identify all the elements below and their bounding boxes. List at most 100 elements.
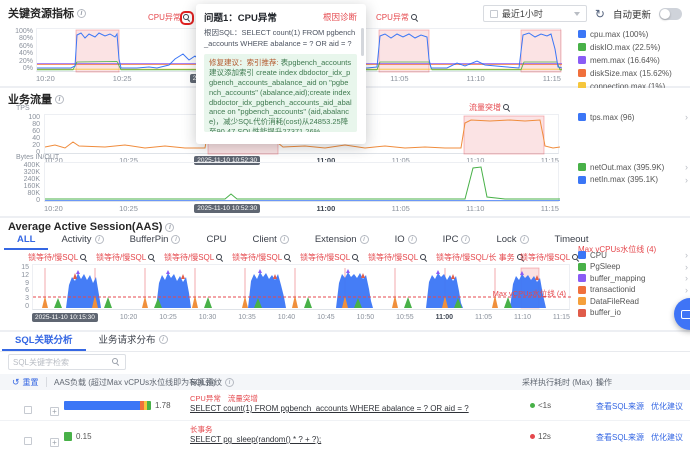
sql-fingerprint-link[interactable]: SELECT count(1) FROM pgbench_accounts WH… <box>190 404 469 413</box>
legend-item[interactable]: mem.max (16.64%) <box>578 55 688 66</box>
column-duration[interactable]: 采样执行耗时 (Max) <box>522 374 602 390</box>
expand-row-icon[interactable] <box>50 438 59 447</box>
chevron-right-icon[interactable] <box>685 273 688 283</box>
tab-cpu[interactable]: CPU <box>193 234 239 250</box>
anomaly-label[interactable]: 锁等待/慢SQL <box>300 252 360 263</box>
tab-label: Activity <box>61 234 92 245</box>
anomaly-text: CPU异常 <box>148 13 181 22</box>
row-checkbox[interactable] <box>24 406 32 414</box>
legend-item[interactable]: netOut.max (395.9K) <box>578 162 688 173</box>
table-header: 重置 AAS负载 (超过Max vCPUs水位线即为有瓶颈) SQL指纹 采样执… <box>0 374 690 390</box>
magnifier-icon[interactable] <box>80 253 88 262</box>
chevron-right-icon[interactable] <box>685 262 688 272</box>
anomaly-label[interactable]: 锁等待/慢SQL/长 事务 <box>436 252 525 263</box>
tab-activity[interactable]: Activity <box>48 234 116 250</box>
anomaly-label[interactable]: CPU异常 <box>148 10 194 25</box>
tab-bufferpin[interactable]: BufferPin <box>117 234 194 250</box>
legend-item[interactable]: diskIO.max (22.5%) <box>578 42 688 53</box>
axis-tick: 11:05 <box>391 204 410 213</box>
reset-button[interactable]: 重置 <box>12 374 39 390</box>
magnifier-icon[interactable] <box>216 253 224 262</box>
axis-tick: 40% <box>18 50 33 58</box>
tab-sql[interactable]: SQL关联分析 <box>2 332 86 351</box>
axis-tick: 100% <box>15 28 33 35</box>
tab-ipc[interactable]: IPC <box>430 234 484 250</box>
anomaly-label[interactable]: 流量突增 <box>469 102 511 113</box>
legend-item[interactable]: CPU <box>578 250 688 261</box>
legend-item[interactable]: netIn.max (395.1K) <box>578 175 688 186</box>
legend-label: Max vCPUs水位线 (4) <box>578 245 657 254</box>
time-range-checkbox[interactable] <box>489 9 498 18</box>
anomaly-label[interactable]: 锁等待/慢SQL <box>164 252 224 263</box>
assistant-fab[interactable] <box>674 298 690 330</box>
aas-plot-area[interactable] <box>32 264 571 310</box>
anomaly-label[interactable]: 锁等待/慢SQL <box>28 252 88 263</box>
popup-header: 问题1：CPU异常 根因诊断 <box>204 10 357 24</box>
tab-lock[interactable]: Lock <box>483 234 541 250</box>
legend-item[interactable]: connection.max (1%) <box>578 81 688 92</box>
magnifier-icon[interactable] <box>516 253 525 262</box>
tab-timeout[interactable]: Timeout <box>542 234 602 250</box>
section-title-text: Average Active Session(AAS) <box>8 221 163 233</box>
sql-fingerprint-link[interactable]: SELECT pg_sleep(random() * ? + ?); <box>190 435 322 444</box>
auto-update-toggle[interactable] <box>659 7 682 20</box>
row-checkbox[interactable] <box>24 437 32 445</box>
magnifier-icon[interactable] <box>410 13 419 22</box>
popup-scrollbar[interactable] <box>361 28 364 56</box>
action-link[interactable]: 查看SQL来源 <box>596 402 645 411</box>
axis-tick: 10:20 <box>44 156 63 165</box>
time-range-select[interactable]: 最近1小时 <box>482 5 587 22</box>
legend-item[interactable]: PgSleep <box>578 262 688 273</box>
info-icon <box>55 94 64 104</box>
action-link[interactable]: 优化建议 <box>651 433 684 442</box>
search-input[interactable] <box>13 357 109 367</box>
magnifier-icon[interactable] <box>503 103 511 112</box>
axis-tick: 0% <box>22 64 33 72</box>
chevron-right-icon[interactable] <box>685 175 688 185</box>
legend-item[interactable]: tps.max (96) <box>578 112 688 123</box>
magnifier-icon[interactable] <box>284 253 292 262</box>
legend-item[interactable]: cpu.max (100%) <box>578 29 688 40</box>
root-sql-text: 根因SQL：SELECT count(1) FROM pgbench_accou… <box>204 28 356 48</box>
expand-row-icon[interactable] <box>50 407 59 416</box>
magnifier-icon[interactable] <box>572 253 580 262</box>
tab-[interactable]: 业务请求分布 <box>86 332 181 351</box>
tab-client[interactable]: Client <box>240 234 302 250</box>
fix-suggestion-label: 修复建议：索引推荐: <box>209 58 279 67</box>
magnifier-icon[interactable] <box>352 253 360 262</box>
root-cause-diagnosis-link[interactable]: 根因诊断 <box>322 12 357 22</box>
legend-item[interactable]: Max vCPUs水位线 (4) <box>578 244 656 254</box>
legend-item[interactable]: DataFileRead <box>578 296 688 307</box>
chevron-right-icon[interactable] <box>685 162 688 172</box>
legend-label: buffer_io <box>590 308 621 318</box>
anomaly-label[interactable]: 锁等待/慢SQL <box>520 252 580 263</box>
legend-item[interactable]: transactionid <box>578 285 688 296</box>
anomaly-tags: 长事务 <box>190 424 524 435</box>
anomaly-label[interactable]: 锁等待/慢SQL <box>96 252 156 263</box>
bytes-plot-area[interactable] <box>44 162 560 202</box>
legend-item[interactable]: buffer_mapping <box>578 273 688 284</box>
duration-value: 12s <box>538 432 551 441</box>
anomaly-label[interactable]: 锁等待/慢SQL <box>368 252 428 263</box>
anomaly-label[interactable]: CPU异常 <box>376 12 419 23</box>
anomaly-label[interactable]: 锁等待/慢SQL <box>232 252 292 263</box>
search-icon[interactable] <box>112 358 120 366</box>
magnifier-icon[interactable] <box>148 253 156 262</box>
chevron-right-icon[interactable] <box>685 112 688 122</box>
axis-tick: 11:05 <box>475 314 493 321</box>
magnifier-icon[interactable] <box>179 10 194 25</box>
tab-extension[interactable]: Extension <box>302 234 382 250</box>
tab-all[interactable]: ALL <box>4 234 49 250</box>
magnifier-icon[interactable] <box>420 253 428 262</box>
tab-io[interactable]: IO <box>382 234 430 250</box>
issue-popup: 问题1：CPU异常 根因诊断 根因SQL：SELECT count(1) FRO… <box>196 4 366 144</box>
action-link[interactable]: 优化建议 <box>651 402 684 411</box>
chevron-right-icon[interactable] <box>685 250 688 260</box>
action-link[interactable]: 查看SQL来源 <box>596 433 645 442</box>
legend-item[interactable]: diskSize.max (15.62%) <box>578 68 688 79</box>
column-aas-load: AAS负载 (超过Max vCPUs水位线即为有瓶颈) <box>54 377 216 387</box>
chevron-right-icon[interactable] <box>685 285 688 295</box>
legend-item[interactable]: buffer_io <box>578 308 688 319</box>
refresh-icon[interactable] <box>595 8 605 20</box>
axis-tick: 10:50 <box>356 314 375 321</box>
